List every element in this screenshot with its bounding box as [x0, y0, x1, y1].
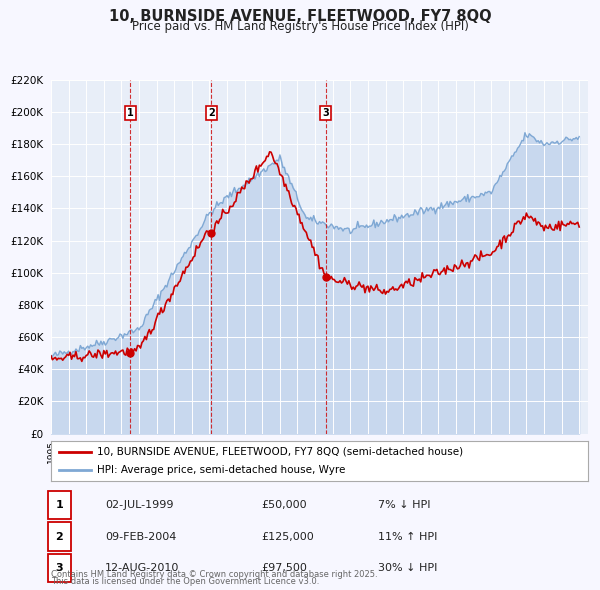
Text: 09-FEB-2004: 09-FEB-2004 [105, 532, 176, 542]
Text: 30% ↓ HPI: 30% ↓ HPI [378, 563, 437, 573]
Text: 10, BURNSIDE AVENUE, FLEETWOOD, FY7 8QQ: 10, BURNSIDE AVENUE, FLEETWOOD, FY7 8QQ [109, 9, 491, 24]
Text: 7% ↓ HPI: 7% ↓ HPI [378, 500, 431, 510]
Text: £97,500: £97,500 [261, 563, 307, 573]
Text: £50,000: £50,000 [261, 500, 307, 510]
Text: 02-JUL-1999: 02-JUL-1999 [105, 500, 173, 510]
Text: This data is licensed under the Open Government Licence v3.0.: This data is licensed under the Open Gov… [51, 577, 319, 586]
Text: 2: 2 [208, 109, 215, 118]
Text: 3: 3 [322, 109, 329, 118]
Text: Contains HM Land Registry data © Crown copyright and database right 2025.: Contains HM Land Registry data © Crown c… [51, 570, 377, 579]
Text: 1: 1 [127, 109, 134, 118]
Text: £125,000: £125,000 [261, 532, 314, 542]
Text: 12-AUG-2010: 12-AUG-2010 [105, 563, 179, 573]
Text: HPI: Average price, semi-detached house, Wyre: HPI: Average price, semi-detached house,… [97, 465, 345, 475]
Text: 3: 3 [56, 563, 63, 573]
Text: 10, BURNSIDE AVENUE, FLEETWOOD, FY7 8QQ (semi-detached house): 10, BURNSIDE AVENUE, FLEETWOOD, FY7 8QQ … [97, 447, 463, 457]
Text: 11% ↑ HPI: 11% ↑ HPI [378, 532, 437, 542]
Text: 2: 2 [56, 532, 63, 542]
Text: 1: 1 [56, 500, 63, 510]
Text: Price paid vs. HM Land Registry's House Price Index (HPI): Price paid vs. HM Land Registry's House … [131, 20, 469, 33]
